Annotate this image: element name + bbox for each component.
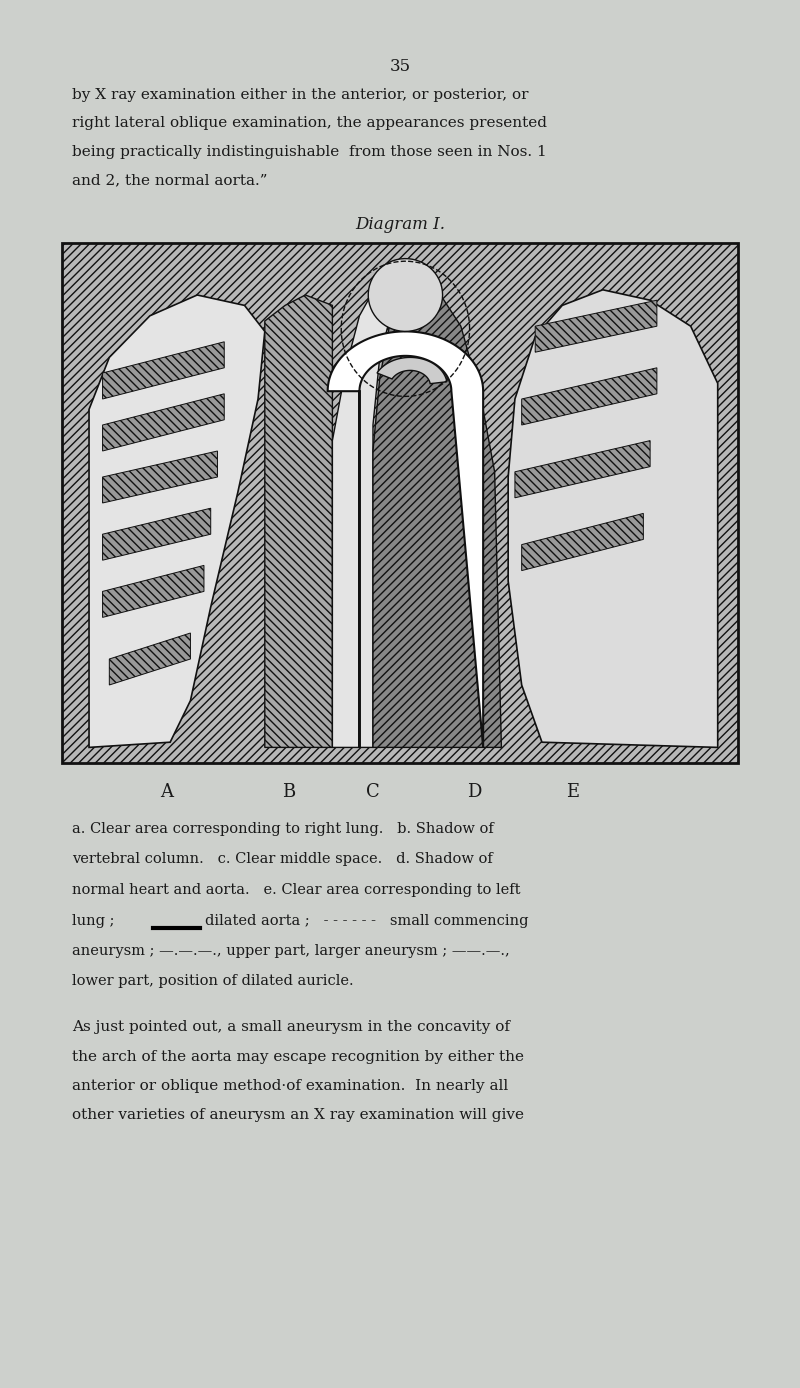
Polygon shape <box>265 296 333 747</box>
Polygon shape <box>368 258 442 332</box>
Text: lung ;: lung ; <box>72 913 114 927</box>
Polygon shape <box>328 332 483 747</box>
Polygon shape <box>110 633 190 686</box>
Text: the arch of the aorta may escape recognition by either the: the arch of the aorta may escape recogni… <box>72 1049 524 1063</box>
Polygon shape <box>102 394 224 451</box>
Polygon shape <box>535 300 657 353</box>
Text: B: B <box>282 783 295 801</box>
Text: lower part, position of dilated auricle.: lower part, position of dilated auricle. <box>72 974 354 988</box>
Text: right lateral oblique examination, the appearances presented: right lateral oblique examination, the a… <box>72 117 547 130</box>
Polygon shape <box>522 368 657 425</box>
Text: Diagram I.: Diagram I. <box>355 217 445 233</box>
Polygon shape <box>102 565 204 618</box>
Text: D: D <box>467 783 482 801</box>
Text: aneurysm ; —.—.—., upper part, larger aneurysm ; ——.—.,: aneurysm ; —.—.—., upper part, larger an… <box>72 944 510 958</box>
Text: by X ray examination either in the anterior, or posterior, or: by X ray examination either in the anter… <box>72 87 529 101</box>
Polygon shape <box>515 440 650 498</box>
Text: 35: 35 <box>390 58 410 75</box>
Text: vertebral column.   c. Clear middle space.   d. Shadow of: vertebral column. c. Clear middle space.… <box>72 852 493 866</box>
Text: normal heart and aorta.   e. Clear area corresponding to left: normal heart and aorta. e. Clear area co… <box>72 883 521 897</box>
Text: C: C <box>366 783 380 801</box>
Text: being practically indistinguishable  from those seen in Nos. 1: being practically indistinguishable from… <box>72 144 546 160</box>
Polygon shape <box>377 357 447 383</box>
Text: A: A <box>160 783 174 801</box>
Text: anterior or oblique method·of examination.  In nearly all: anterior or oblique method·of examinatio… <box>72 1078 508 1092</box>
Polygon shape <box>62 243 738 763</box>
Text: a. Clear area corresponding to right lung.   b. Shadow of: a. Clear area corresponding to right lun… <box>72 822 494 836</box>
Polygon shape <box>102 451 218 502</box>
Text: dilated aorta ;   - - - - - -   small commencing: dilated aorta ; - - - - - - small commen… <box>205 913 529 927</box>
Text: other varieties of aneurysm an X ray examination will give: other varieties of aneurysm an X ray exa… <box>72 1109 524 1123</box>
Text: E: E <box>566 783 579 801</box>
Polygon shape <box>102 341 224 398</box>
Polygon shape <box>522 514 643 570</box>
Polygon shape <box>102 508 210 561</box>
Polygon shape <box>508 290 718 747</box>
Polygon shape <box>333 279 394 747</box>
Text: and 2, the normal aorta.”: and 2, the normal aorta.” <box>72 174 267 187</box>
Polygon shape <box>373 275 502 747</box>
Polygon shape <box>89 296 265 747</box>
Text: As just pointed out, a small aneurysm in the concavity of: As just pointed out, a small aneurysm in… <box>72 1020 510 1034</box>
